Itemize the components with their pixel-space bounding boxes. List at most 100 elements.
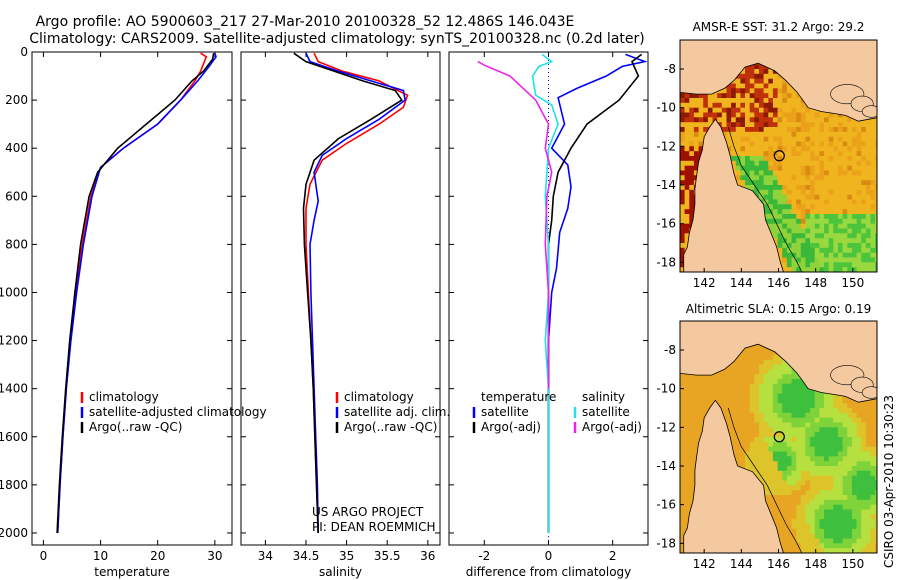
map-cell bbox=[847, 432, 853, 438]
map-cell bbox=[865, 480, 871, 486]
map-cell bbox=[870, 165, 876, 171]
map-cell bbox=[833, 451, 839, 457]
map-cell bbox=[772, 359, 778, 365]
map-cell bbox=[777, 102, 783, 108]
map-cell bbox=[777, 412, 783, 418]
map-cell bbox=[777, 519, 783, 525]
map-cell bbox=[759, 98, 764, 104]
map-cell bbox=[689, 214, 695, 220]
map-cell bbox=[763, 102, 769, 108]
map-cell bbox=[838, 199, 843, 205]
map-cell bbox=[782, 257, 788, 263]
map-cell bbox=[791, 98, 797, 104]
map-cell bbox=[796, 233, 802, 239]
map-cell bbox=[740, 78, 746, 84]
map-cell bbox=[759, 64, 764, 70]
map-cell bbox=[735, 160, 741, 166]
map-cell bbox=[759, 93, 764, 99]
map-cell bbox=[772, 374, 778, 380]
map-cell bbox=[842, 519, 848, 525]
map-cell bbox=[810, 165, 816, 171]
map-cell bbox=[856, 223, 862, 229]
map-cell bbox=[745, 160, 750, 166]
map-cell bbox=[786, 127, 792, 133]
map-cell bbox=[856, 122, 862, 128]
map-cell bbox=[805, 461, 811, 467]
map-cell bbox=[842, 209, 848, 215]
map-cell bbox=[763, 83, 769, 89]
map-cell bbox=[689, 495, 695, 501]
map-cell bbox=[777, 432, 783, 438]
map-cell bbox=[814, 214, 820, 220]
map-cell bbox=[819, 437, 825, 443]
map-cell bbox=[847, 499, 853, 505]
map-cell bbox=[824, 466, 829, 472]
map-cell bbox=[828, 233, 834, 239]
map-cell bbox=[828, 451, 834, 457]
map-cell bbox=[856, 427, 862, 433]
map-cell bbox=[819, 393, 825, 399]
map-cell bbox=[824, 403, 829, 409]
map-cell bbox=[856, 417, 862, 423]
map-cell bbox=[856, 175, 862, 181]
map-cell bbox=[791, 548, 797, 553]
map-cell bbox=[810, 456, 816, 462]
map-cell bbox=[847, 223, 853, 229]
map-cell bbox=[870, 480, 876, 486]
map-cell bbox=[800, 165, 806, 171]
map-cell bbox=[805, 175, 811, 181]
map-cell bbox=[782, 437, 788, 443]
map-cell bbox=[782, 146, 788, 152]
map-cell bbox=[851, 514, 857, 520]
map-cell bbox=[824, 122, 829, 128]
map-cell bbox=[824, 257, 829, 263]
map-cell bbox=[726, 122, 732, 128]
map-cell bbox=[763, 131, 769, 137]
map-cell bbox=[754, 461, 760, 467]
map-cell bbox=[828, 408, 834, 414]
map-cell bbox=[828, 160, 834, 166]
map-cell bbox=[786, 514, 792, 520]
map-cell bbox=[745, 437, 750, 443]
map-cell bbox=[680, 127, 685, 133]
map-cell bbox=[707, 117, 713, 123]
map-cell bbox=[861, 247, 867, 253]
map-cell bbox=[786, 548, 792, 553]
map-cell bbox=[721, 131, 727, 137]
map-cell bbox=[693, 98, 699, 104]
map-cell bbox=[731, 112, 737, 118]
map-cell bbox=[819, 519, 825, 525]
map-cell bbox=[824, 548, 829, 553]
map-cell bbox=[768, 456, 774, 462]
map-cell bbox=[796, 461, 802, 467]
map-cell bbox=[680, 122, 685, 128]
map-cell bbox=[772, 519, 778, 525]
map-cell bbox=[865, 146, 871, 152]
map-cell bbox=[763, 350, 769, 356]
map-cell bbox=[851, 194, 857, 200]
map-cell bbox=[745, 422, 750, 428]
map-cell bbox=[828, 252, 834, 258]
map-cell bbox=[865, 160, 871, 166]
map-cell bbox=[759, 412, 764, 418]
map-cell bbox=[856, 543, 862, 549]
credit-line-2: PI: DEAN ROEMMICH bbox=[312, 520, 435, 534]
map-cell bbox=[833, 480, 839, 486]
map-cell bbox=[856, 519, 862, 525]
map-cell bbox=[865, 514, 871, 520]
map-cell bbox=[754, 354, 760, 360]
map-cell bbox=[800, 509, 806, 515]
map-cell bbox=[772, 383, 778, 389]
map-cell bbox=[800, 470, 806, 476]
map-cell bbox=[707, 112, 713, 118]
map-cell bbox=[810, 257, 816, 263]
map-cell bbox=[786, 233, 792, 239]
map-cell bbox=[796, 374, 802, 380]
map-cell bbox=[814, 117, 820, 123]
map-cell bbox=[740, 456, 746, 462]
map-cell bbox=[875, 514, 877, 520]
map-cell bbox=[805, 408, 811, 414]
map-cell bbox=[800, 388, 806, 394]
map-cell bbox=[851, 243, 857, 249]
map-cell bbox=[745, 64, 750, 70]
